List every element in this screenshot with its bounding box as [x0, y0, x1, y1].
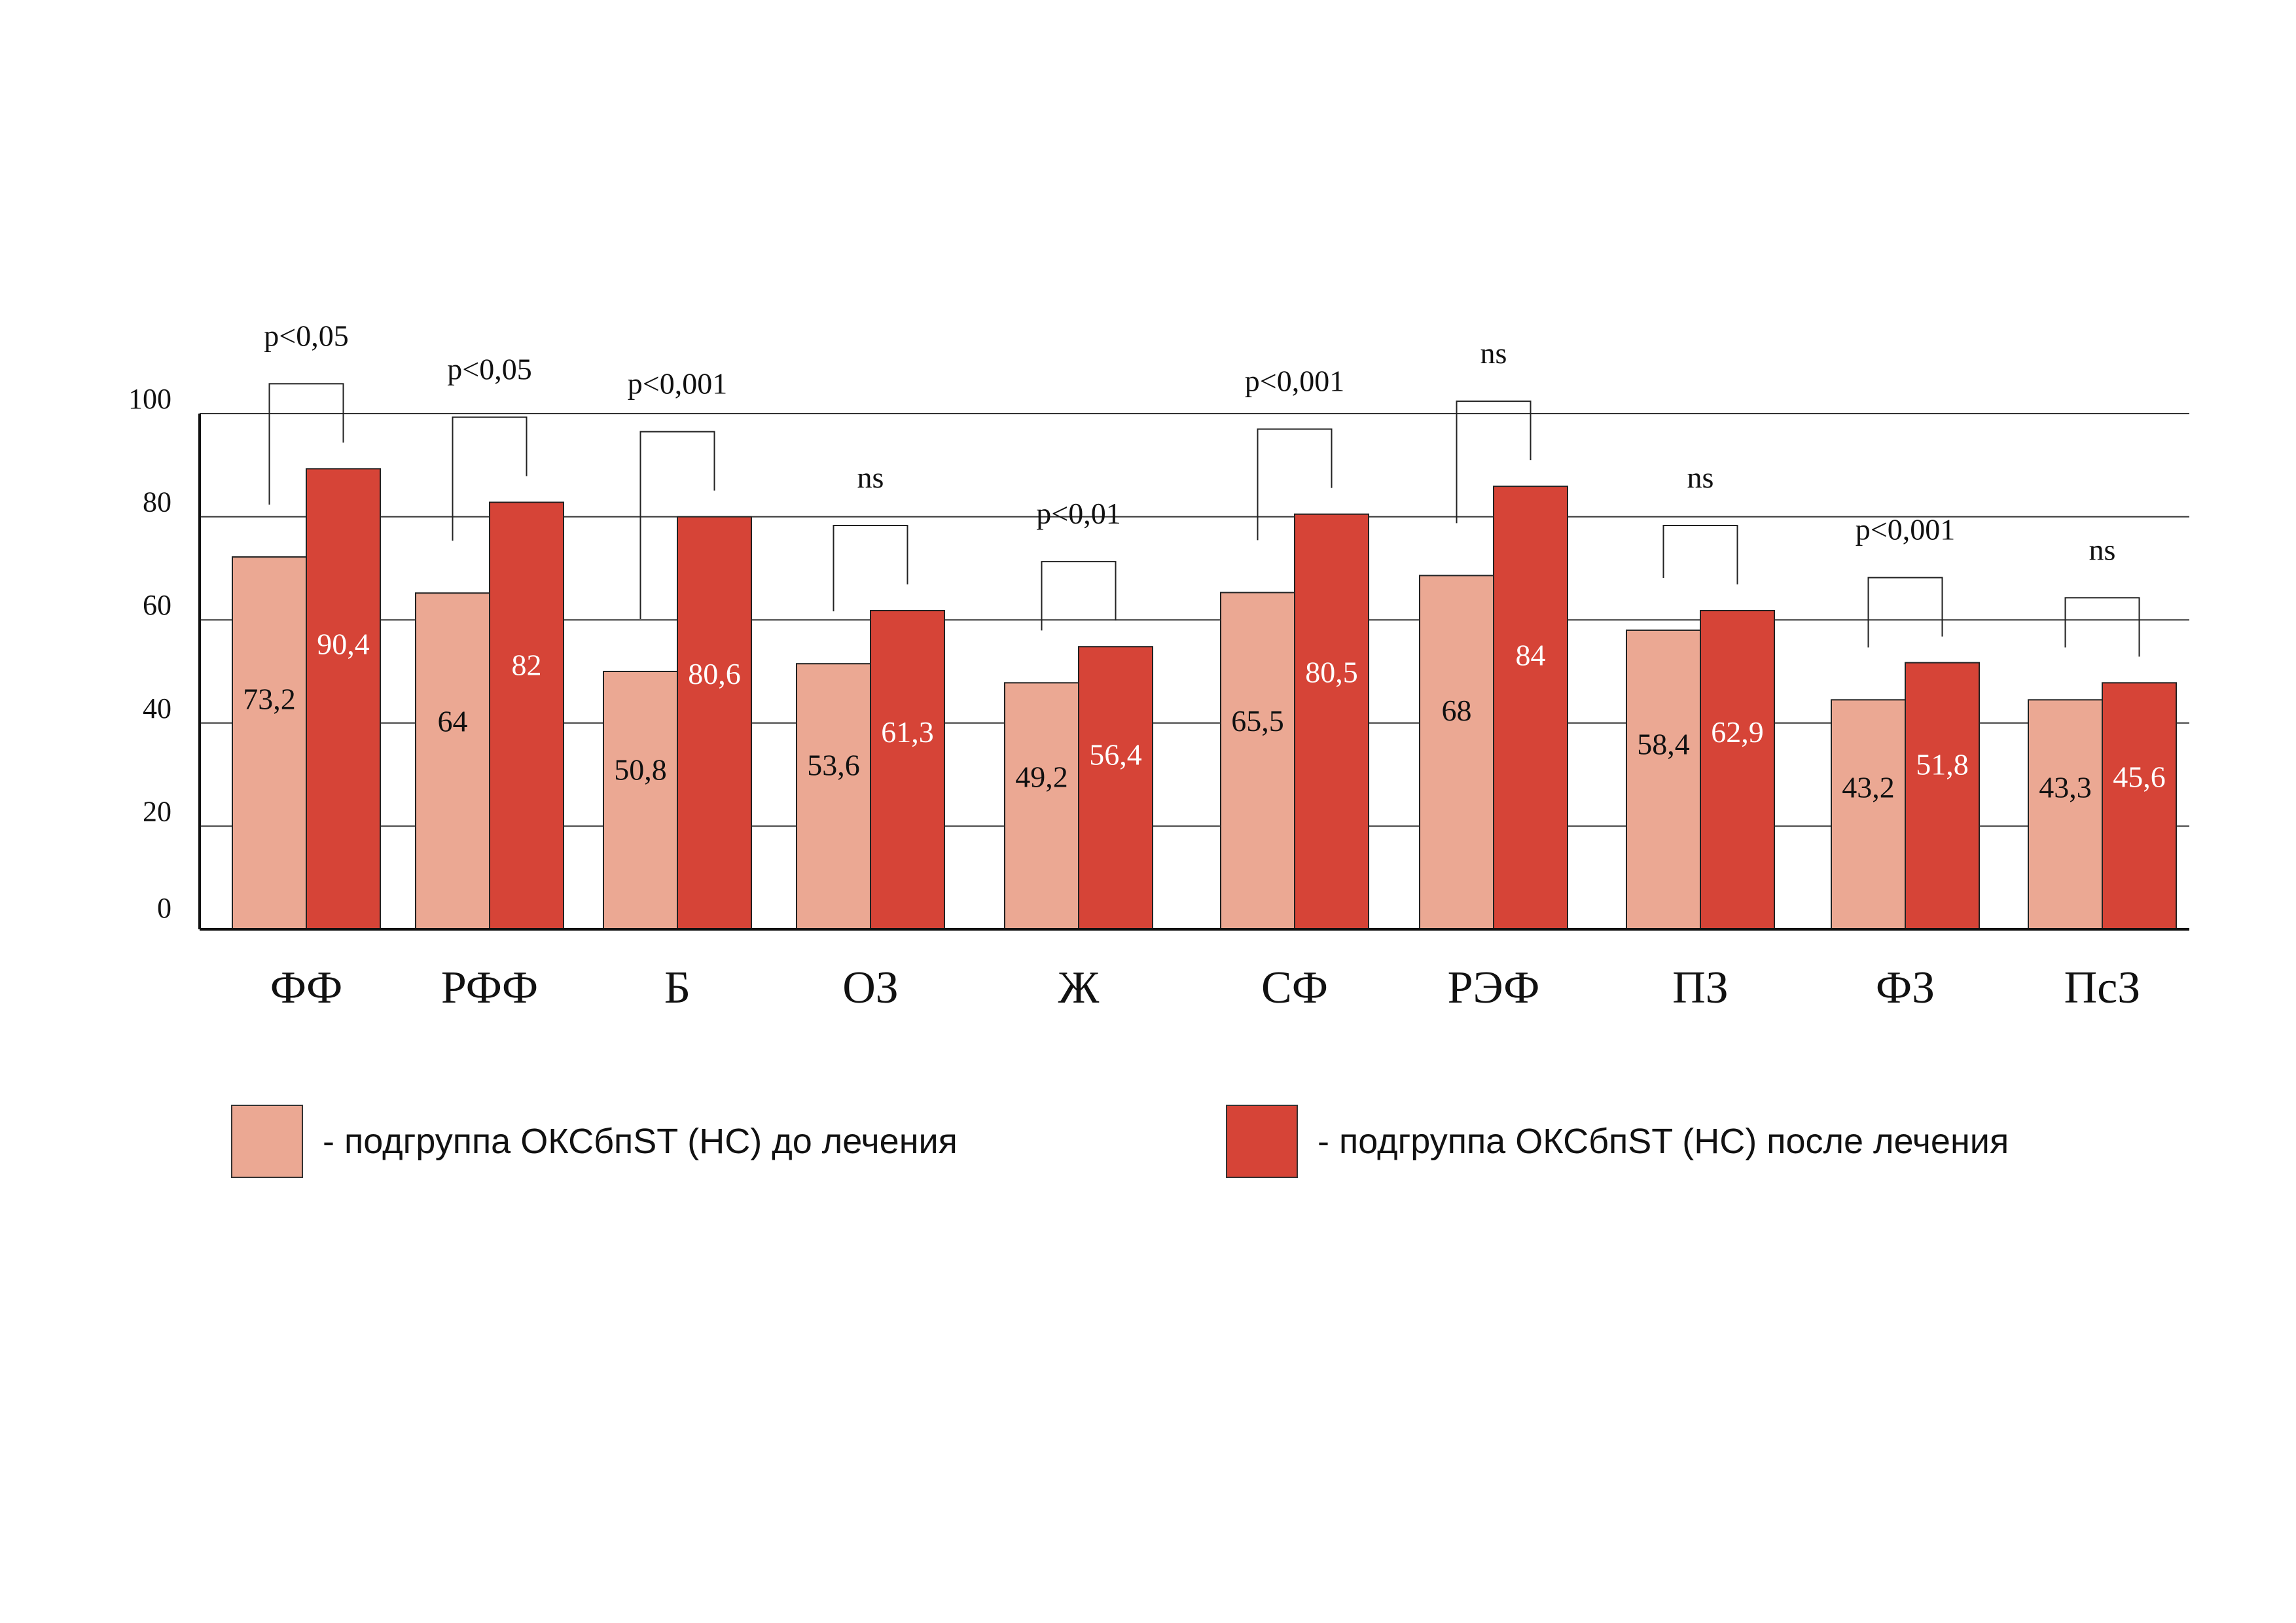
x-tick-label-9: ПсЗ — [2064, 963, 2141, 1013]
bar-after-3 — [870, 610, 945, 930]
bar-after-8 — [1905, 662, 1980, 930]
bar-label-before-7: 58,4 — [1637, 728, 1690, 761]
significance-bracket-4 — [1041, 561, 1117, 631]
legend-label-after: - подгруппа ОКСбпST (НС) после лечения — [1318, 1122, 2009, 1161]
bar-label-before-9: 43,3 — [2039, 771, 2092, 804]
significance-label-0: p<0,05 — [264, 319, 348, 352]
y-tick-label-80: 80 — [143, 486, 171, 518]
bar-label-before-4: 49,2 — [1015, 760, 1068, 793]
axes — [198, 414, 2189, 931]
significance-label-2: p<0,001 — [628, 367, 727, 401]
x-tick-label-6: РЭФ — [1448, 963, 1540, 1013]
bar-before-9 — [2028, 699, 2103, 930]
bar-before-6 — [1419, 575, 1494, 930]
bar-value-labels: 73,2 90,4 64 82 50,8 80,6 53,6 61,3 49,2 56,4 65,5… — [243, 628, 2166, 804]
bar-label-before-2: 50,8 — [614, 753, 667, 787]
bar-label-before-8: 43,2 — [1842, 771, 1895, 804]
x-tick-label-3: ОЗ — [842, 963, 899, 1013]
bar-label-after-6: 84 — [1516, 638, 1546, 671]
x-tick-label-2: Б — [664, 963, 691, 1013]
bar-before-4 — [1004, 682, 1079, 931]
bar-label-before-6: 68 — [1442, 694, 1472, 727]
bar-label-before-0: 73,2 — [243, 682, 296, 715]
bar-before-5 — [1220, 592, 1295, 930]
bar-after-2 — [677, 516, 752, 930]
significance-bracket-1 — [452, 416, 528, 541]
y-tick-label-40: 40 — [143, 692, 171, 724]
significance-label-3: ns — [857, 461, 884, 494]
bar-label-after-0: 90,4 — [317, 628, 370, 661]
significance-bracket-7 — [1662, 525, 1738, 585]
significance-bracket-2 — [639, 431, 715, 619]
x-tick-label-5: СФ — [1261, 963, 1328, 1013]
significance-label-9: ns — [2089, 533, 2116, 566]
legend-item-before: - подгруппа ОКСбпST (НС) до лечения — [231, 1105, 958, 1178]
bar-before-8 — [1831, 699, 1906, 930]
significance-label-7: ns — [1687, 461, 1714, 494]
bar-label-before-1: 64 — [438, 704, 468, 738]
bar-label-after-5: 80,5 — [1305, 656, 1358, 689]
bars — [232, 468, 2177, 931]
significance-bracket-5 — [1257, 428, 1333, 541]
bar-after-0 — [306, 468, 381, 930]
bar-label-after-3: 61,3 — [881, 715, 934, 749]
bar-label-after-1: 82 — [512, 648, 542, 681]
significance-label-5: p<0,001 — [1245, 365, 1344, 398]
significance-label-4: p<0,01 — [1036, 497, 1121, 530]
bar-after-7 — [1700, 610, 1775, 930]
bar-before-2 — [603, 671, 678, 930]
bar-label-after-4: 56,4 — [1089, 738, 1142, 771]
significance-bracket-0 — [268, 383, 344, 505]
bar-label-after-7: 62,9 — [1711, 715, 1764, 749]
significance-label-8: p<0,001 — [1856, 513, 1955, 546]
x-tick-label-4: Ж — [1058, 963, 1100, 1013]
significance-label-6: ns — [1480, 336, 1507, 370]
legend-swatch-after — [1226, 1105, 1298, 1178]
x-tick-label-7: ПЗ — [1672, 963, 1729, 1013]
x-axis-tick-labels: ФФ РФФ Б ОЗ Ж СФ РЭФ ПЗ ФЗ ПсЗ — [270, 963, 2141, 1013]
bar-after-4 — [1078, 646, 1153, 931]
bar-label-after-8: 51,8 — [1916, 747, 1969, 781]
significance-bracket-8 — [1867, 577, 1943, 648]
y-axis-tick-labels: 0 20 40 60 80 100 — [128, 383, 171, 924]
x-tick-label-8: ФЗ — [1876, 963, 1935, 1013]
y-tick-label-100: 100 — [128, 383, 171, 415]
x-tick-label-1: РФФ — [441, 963, 538, 1013]
bar-after-5 — [1294, 513, 1369, 930]
y-tick-label-0: 0 — [157, 892, 171, 924]
legend-item-after: - подгруппа ОКСбпST (НС) после лечения — [1226, 1105, 2009, 1178]
bar-after-1 — [489, 501, 564, 930]
bar-label-before-3: 53,6 — [807, 748, 860, 781]
significance-bracket-9 — [2064, 597, 2140, 657]
bar-before-1 — [415, 592, 490, 930]
bar-label-before-5: 65,5 — [1231, 704, 1284, 738]
significance-bracket-3 — [833, 525, 908, 612]
bar-label-after-2: 80,6 — [688, 657, 741, 690]
y-tick-label-60: 60 — [143, 589, 171, 621]
significance-brackets: p<0,05 p<0,05 p<0,001 ns p<0,01 p<0,001 ns ns p<… — [264, 319, 2140, 657]
bar-after-6 — [1493, 486, 1568, 930]
y-tick-label-20: 20 — [143, 795, 171, 827]
bar-after-9 — [2102, 682, 2177, 931]
legend-swatch-before — [231, 1105, 303, 1178]
bar-before-0 — [232, 556, 307, 930]
legend-label-before: - подгруппа ОКСбпST (НС) до лечения — [323, 1122, 958, 1161]
bar-before-7 — [1626, 629, 1701, 931]
significance-label-1: p<0,05 — [447, 353, 531, 386]
bar-before-3 — [796, 663, 871, 930]
x-tick-label-0: ФФ — [270, 963, 343, 1013]
significance-bracket-6 — [1456, 401, 1532, 524]
bar-label-after-9: 45,6 — [2113, 760, 2166, 793]
